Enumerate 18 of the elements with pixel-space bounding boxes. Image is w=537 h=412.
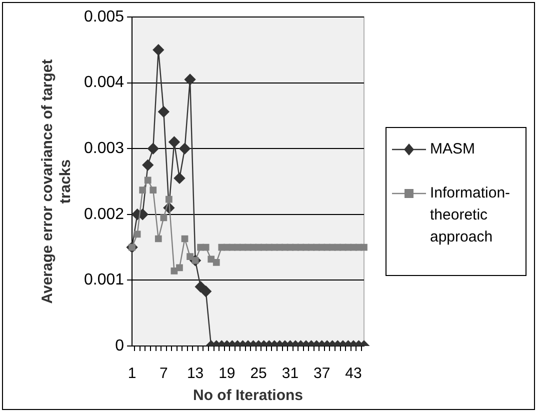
x-tick-label: 7 xyxy=(160,365,168,382)
y-tick-label: 0.004 xyxy=(84,74,124,92)
y-tick-label: 0.005 xyxy=(84,8,124,26)
x-tick-label: 1 xyxy=(128,365,136,382)
y-axis-title: Average error covariance of target tracks xyxy=(39,59,74,304)
x-tick-label: 43 xyxy=(345,365,362,382)
x-tick-label: 25 xyxy=(250,365,267,382)
x-tick-label: 19 xyxy=(218,365,236,382)
y-tick-label: 0 xyxy=(115,337,124,354)
legend-label: Information-theoretic approach xyxy=(430,184,510,246)
x-tick-label: 31 xyxy=(282,365,299,382)
x-tick-label: 13 xyxy=(186,365,204,382)
y-tick-label: 0.003 xyxy=(84,140,124,158)
x-axis-title: No of Iterations xyxy=(193,387,304,404)
legend-label: MASM xyxy=(430,140,475,158)
y-tick-label: 0.002 xyxy=(84,206,124,223)
y-tick-label: 0.001 xyxy=(84,272,124,289)
x-tick-label: 37 xyxy=(313,365,330,382)
